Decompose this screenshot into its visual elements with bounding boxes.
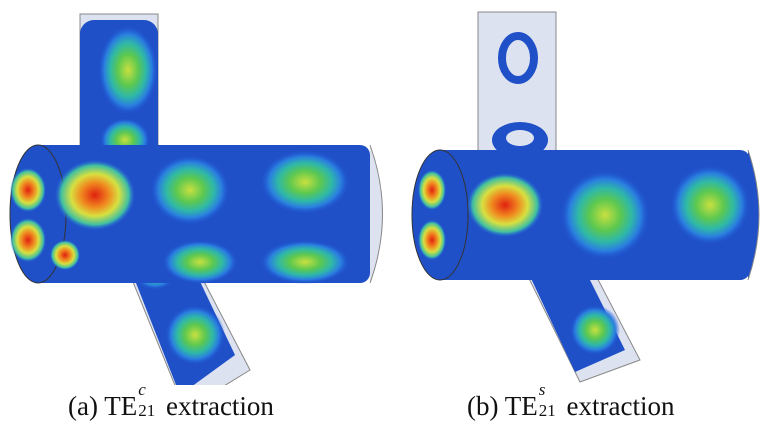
mode: TE bbox=[505, 391, 538, 421]
panel-label: (b) bbox=[467, 391, 498, 421]
superscript: c bbox=[138, 380, 146, 400]
panel-label: (a) bbox=[68, 391, 98, 421]
panel-a-plot bbox=[10, 14, 383, 385]
field-plots bbox=[0, 0, 773, 385]
panel-b-plot bbox=[412, 12, 759, 382]
mode: TE bbox=[104, 391, 137, 421]
subscript: 21 bbox=[539, 401, 556, 421]
superscript: s bbox=[539, 380, 546, 400]
caption-text: extraction bbox=[166, 391, 274, 421]
caption-text: extraction bbox=[567, 391, 675, 421]
figure: (a) TEc21 extraction (b) TEs21 extractio… bbox=[0, 0, 773, 430]
subscript: 21 bbox=[138, 401, 155, 421]
